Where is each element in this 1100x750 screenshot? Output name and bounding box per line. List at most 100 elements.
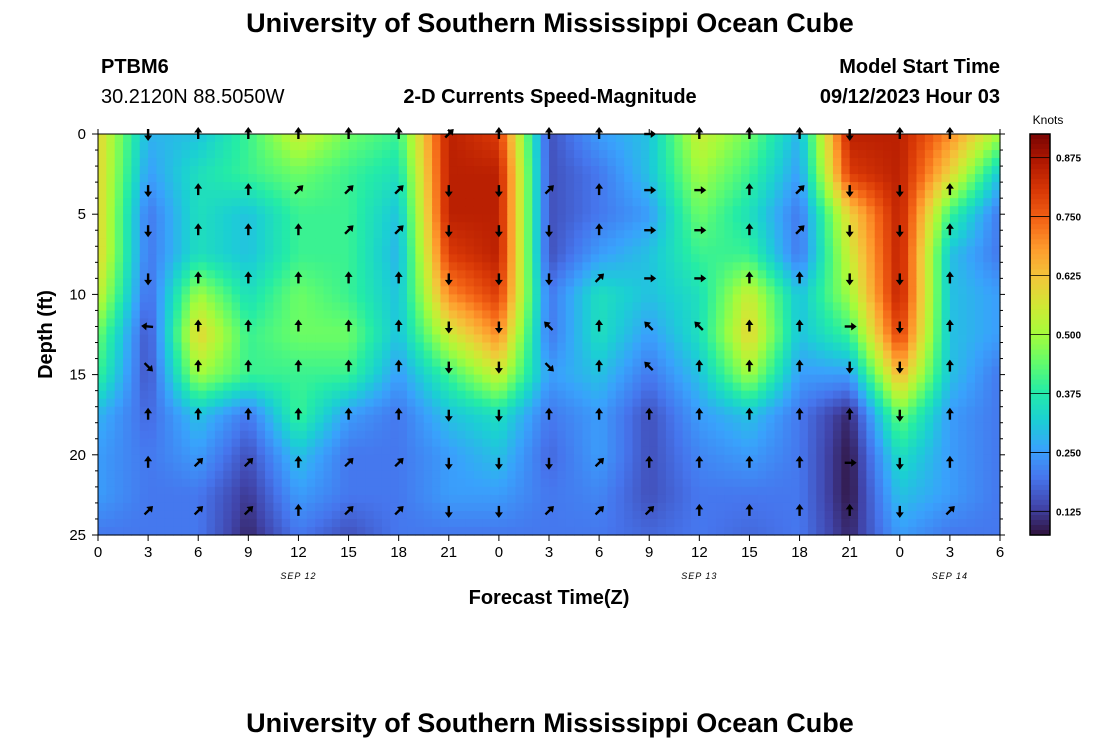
heatmap-cell [331,462,341,472]
heatmap-cell [340,198,350,207]
heatmap-cell [899,406,909,416]
heatmap-cell [849,382,859,392]
heatmap-cell [624,358,634,368]
heatmap-cell [883,270,893,279]
heatmap-cell [799,158,809,167]
heatmap-cell [690,270,700,279]
heatmap-cell [599,494,609,504]
heatmap-cell [916,406,926,416]
heatmap-cell [181,142,191,151]
heatmap-cell [381,494,391,504]
heatmap-cell [774,174,784,183]
heatmap-cell [549,422,558,432]
heatmap-cell [273,366,283,376]
heatmap-cell [799,358,809,368]
heatmap-cell [198,230,208,239]
heatmap-cell [858,470,867,480]
heatmap-cell [248,198,258,207]
heatmap-cell [690,358,700,368]
heatmap-cell [891,158,901,167]
heatmap-cell [189,310,199,320]
heatmap-cell [123,446,133,456]
heatmap-cell [991,358,1001,368]
heatmap-cell [298,134,308,143]
heatmap-cell [173,350,183,360]
heatmap-cell [256,342,266,352]
heatmap-cell [123,238,133,247]
heatmap-cell [757,462,767,472]
heatmap-cell [373,414,383,424]
heatmap-cell [624,318,634,328]
heatmap-cell [189,254,199,263]
heatmap-cell [958,222,968,231]
heatmap-cell [273,150,283,159]
heatmap-cell [515,158,525,167]
heatmap-cell [323,398,333,408]
heatmap-cell [507,470,517,480]
heatmap-cell [674,390,684,400]
heatmap-cell [582,254,592,263]
heatmap-cell [415,342,425,352]
heatmap-cell [356,422,366,432]
heatmap-cell [607,230,617,239]
heatmap-cell [440,206,450,215]
heatmap-cell [390,206,400,215]
heatmap-cell [323,158,333,167]
heatmap-cell [866,398,876,408]
heatmap-cell [933,446,943,456]
heatmap-cell [624,198,634,207]
heatmap-cell [156,334,166,344]
heatmap-cell [916,166,926,175]
heatmap-cell [398,246,408,255]
heatmap-cell [933,166,943,175]
heatmap-cell [507,462,517,472]
heatmap-cell [557,278,567,287]
heatmap-cell [181,438,191,448]
heatmap-cell [148,478,158,488]
heatmap-cell [949,294,959,304]
heatmap-cell [816,238,826,247]
heatmap-cell [131,238,141,247]
heatmap-cell [782,254,792,263]
heatmap-cell [490,318,500,328]
heatmap-cell [958,374,968,384]
heatmap-cell [348,382,358,392]
heatmap-cell [724,406,734,416]
heatmap-cell [807,430,817,440]
heatmap-cell [607,206,617,215]
heatmap-cell [490,470,500,480]
heatmap-cell [732,326,742,336]
heatmap-cell [248,334,258,344]
heatmap-cell [114,462,124,472]
heatmap-cell [206,422,216,432]
heatmap-cell [849,294,859,304]
heatmap-cell [924,406,934,416]
heatmap-cell [774,310,784,320]
heatmap-cell [958,166,968,175]
heatmap-cell [298,310,308,320]
heatmap-cell [498,286,508,295]
heatmap-cell [123,350,133,360]
heatmap-cell [198,190,208,199]
heatmap-cell [457,382,467,392]
heatmap-cell [214,254,224,263]
heatmap-cell [106,342,116,352]
heatmap-cell [106,214,116,223]
heatmap-cell [983,270,993,279]
heatmap-cell [958,302,968,312]
heatmap-cell [549,446,558,456]
heatmap-cell [365,190,375,199]
heatmap-cell [874,334,884,344]
heatmap-cell [807,222,817,231]
heatmap-cell [198,350,208,360]
heatmap-cell [223,230,233,239]
heatmap-cell [415,318,425,328]
heatmap-cell [741,174,751,183]
heatmap-cell [306,310,316,320]
heatmap-cell [933,302,943,312]
heatmap-cell [315,478,325,488]
heatmap-cell [849,158,859,167]
heatmap-cell [782,134,792,143]
heatmap-cell [674,334,684,344]
heatmap-cell [507,142,517,151]
